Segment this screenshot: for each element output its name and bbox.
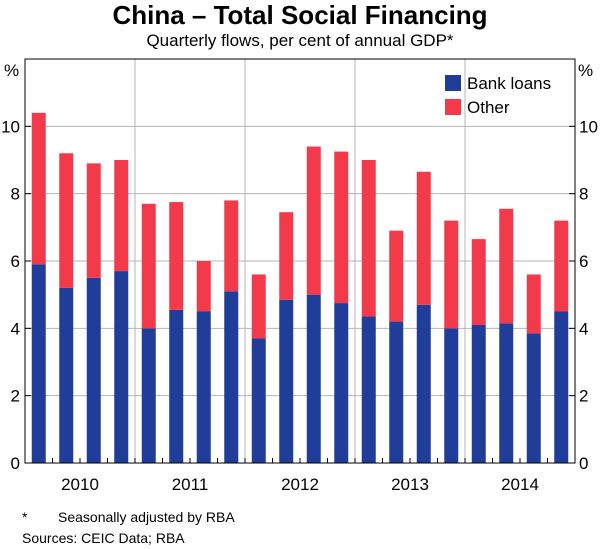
y-tick-label-left: 8: [11, 185, 20, 204]
bar-bank-loans: [114, 271, 129, 463]
x-tick-label: 2014: [501, 475, 539, 494]
bar-bank-loans: [471, 324, 486, 463]
bar-bank-loans: [169, 309, 184, 463]
x-tick-label: 2012: [281, 475, 319, 494]
bar-bank-loans: [251, 338, 266, 463]
legend: Bank loans Other: [445, 74, 551, 117]
bar-other: [389, 230, 404, 322]
bar-other: [59, 153, 74, 288]
y-tick-label-right: 0: [579, 454, 588, 473]
bar-other: [196, 261, 211, 312]
bar-other: [526, 274, 541, 334]
plot-frame: [24, 58, 576, 464]
legend-label-bank-loans: Bank loans: [467, 74, 551, 93]
bar-bank-loans: [554, 311, 569, 463]
x-tick-label: 2011: [172, 475, 209, 494]
footnote-mark: *: [22, 509, 28, 525]
y-tick-label-left: 10: [1, 117, 20, 136]
chart-title: China – Total Social Financing: [112, 0, 488, 30]
y-axis-label-right: %: [578, 61, 593, 80]
y-axis-label-left: %: [4, 61, 19, 80]
bar-bank-loans: [306, 294, 321, 463]
x-tick-label: 2013: [391, 475, 429, 494]
legend-label-other: Other: [467, 98, 510, 117]
bar-other: [141, 203, 156, 329]
bar-other: [86, 163, 101, 278]
chart-subtitle: Quarterly flows, per cent of annual GDP*: [146, 31, 454, 50]
bar-other: [361, 160, 376, 317]
gridlines: [25, 59, 575, 463]
bar-bank-loans: [389, 321, 404, 463]
legend-swatch-bank-loans: [445, 75, 461, 91]
bar-bank-loans: [31, 264, 46, 463]
bar-other: [471, 239, 486, 325]
bars: [31, 112, 569, 463]
y-tick-label-left: 2: [11, 387, 20, 406]
bar-other: [554, 220, 569, 312]
bar-other: [499, 208, 514, 324]
y-tick-label-left: 6: [11, 252, 20, 271]
bar-other: [31, 112, 46, 265]
bar-bank-loans: [224, 291, 239, 463]
bar-bank-loans: [499, 323, 514, 463]
bar-bank-loans: [196, 311, 211, 463]
bar-other: [279, 212, 294, 300]
y-tick-label-left: 4: [11, 319, 20, 338]
bar-other: [444, 220, 459, 329]
bar-bank-loans: [361, 316, 376, 463]
y-tick-label-right: 8: [579, 185, 588, 204]
bar-bank-loans: [444, 328, 459, 463]
bar-other: [114, 160, 129, 272]
bar-other: [169, 202, 184, 310]
bar-bank-loans: [416, 304, 431, 463]
y-tick-label-right: 2: [579, 387, 588, 406]
bar-bank-loans: [334, 303, 349, 463]
bar-other: [416, 171, 431, 305]
y-tick-labels: 0 0 2 2 4 4 6 6 8 8 10 10: [1, 117, 598, 473]
bar-bank-loans: [141, 328, 156, 463]
bar-other: [306, 146, 321, 295]
bar-other: [224, 200, 239, 292]
y-tick-label-right: 4: [579, 319, 588, 338]
sources-text: Sources: CEIC Data; RBA: [22, 530, 185, 546]
x-tick-label: 2010: [61, 475, 99, 494]
y-tick-label-left: 0: [11, 454, 20, 473]
footnote-text: Seasonally adjusted by RBA: [58, 509, 235, 525]
x-tick-labels: 2010 2011 2012 2013 2014: [61, 475, 539, 494]
legend-swatch-other: [445, 99, 461, 115]
y-tick-label-right: 6: [579, 252, 588, 271]
bar-bank-loans: [86, 277, 101, 463]
bar-bank-loans: [526, 333, 541, 463]
bar-bank-loans: [279, 299, 294, 463]
y-tick-label-right: 10: [579, 117, 598, 136]
bar-bank-loans: [59, 287, 74, 463]
bar-other: [334, 151, 349, 304]
bar-other: [251, 274, 266, 339]
